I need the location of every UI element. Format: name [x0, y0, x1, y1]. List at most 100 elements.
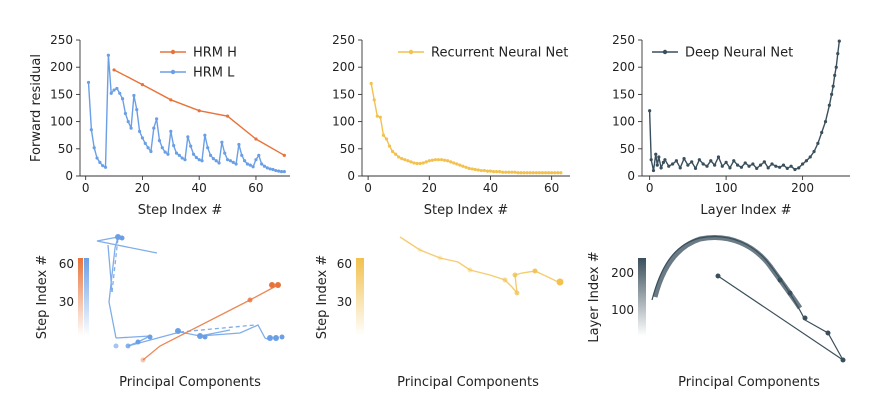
pca-point	[115, 234, 121, 240]
y-tick-label: 0	[347, 169, 355, 183]
pca-point	[825, 330, 831, 336]
data-point	[747, 164, 751, 168]
series-line-recurrent-neural-net	[370, 83, 561, 174]
data-point	[140, 136, 145, 140]
y-tick-label: 100	[50, 115, 73, 129]
pca-point	[802, 315, 808, 321]
data-point	[724, 160, 728, 164]
data-point	[837, 39, 841, 43]
data-point	[152, 126, 156, 130]
data-point	[418, 161, 422, 166]
data-point	[686, 163, 690, 167]
data-point	[390, 149, 395, 154]
data-point	[701, 162, 705, 166]
data-point	[412, 161, 416, 165]
data-point	[274, 168, 278, 173]
y-tick-label: 150	[612, 87, 635, 101]
data-point	[220, 140, 224, 144]
data-point	[657, 155, 661, 159]
data-point	[242, 159, 247, 163]
x-tick-label: 0	[82, 181, 90, 195]
pca-path-dnn-thick	[652, 235, 803, 310]
chart-hrm-pca: 30 60 Step Index # Principal Components	[35, 234, 285, 390]
data-point	[654, 152, 658, 156]
data-point	[225, 114, 230, 118]
data-point	[155, 117, 159, 121]
data-point	[491, 170, 496, 174]
data-point	[648, 109, 652, 113]
data-point	[400, 156, 404, 161]
data-point	[827, 103, 831, 107]
data-point	[762, 160, 766, 164]
data-point	[531, 171, 535, 175]
data-point	[455, 162, 459, 166]
data-point	[120, 97, 125, 101]
pca-points-dnn	[715, 273, 846, 363]
data-point	[381, 133, 386, 137]
data-point	[682, 156, 686, 161]
x-tick-label: 100	[715, 181, 738, 195]
pca-point	[125, 343, 131, 349]
data-point	[804, 159, 809, 163]
chart-rnn-residual: 0 50 100 150 200 250 0 20 40 60 Recurrent Neural …	[332, 33, 570, 218]
x-tick-label: 20	[422, 181, 437, 195]
x-tick-label: 20	[135, 181, 150, 195]
data-point	[189, 144, 193, 148]
legend-label: Recurrent Neural Net	[431, 46, 568, 61]
y-tick-label: 250	[612, 33, 635, 47]
data-point	[766, 166, 770, 170]
pca-point	[273, 335, 279, 341]
data-point	[248, 163, 252, 167]
data-point	[427, 159, 431, 163]
data-point	[797, 166, 801, 170]
chart-hrm-ylabel: Forward residual	[29, 54, 44, 162]
pca-path-hrm-l-dashed	[111, 237, 256, 333]
data-point	[208, 153, 213, 157]
data-point	[240, 153, 244, 157]
data-point	[262, 164, 267, 168]
chart-hrm-marks	[86, 53, 286, 174]
data-point	[482, 168, 486, 173]
data-point	[781, 163, 786, 167]
pca-points-hrm-h	[140, 282, 281, 363]
data-point	[556, 171, 560, 175]
data-point	[739, 165, 744, 169]
colorbar-dnn	[638, 258, 646, 336]
data-point	[406, 159, 410, 163]
data-point	[103, 165, 108, 169]
data-point	[655, 163, 659, 167]
data-point	[231, 160, 235, 164]
data-point	[525, 171, 529, 175]
data-point	[115, 86, 119, 91]
data-point	[678, 166, 682, 170]
data-point	[709, 159, 713, 163]
pca-point	[556, 278, 564, 286]
chart-rnn-pca: 30 60 Step Index # Principal Components	[315, 236, 564, 390]
data-point	[169, 129, 173, 133]
pca-point	[113, 343, 119, 349]
legend-label: HRM H	[193, 46, 237, 61]
data-point	[452, 161, 456, 165]
chart-rnn-axes: 0 50 100 150 200 250 0 20 40 60	[332, 33, 570, 195]
data-point	[470, 167, 474, 171]
pca-points-hrm-l	[113, 234, 285, 349]
chart-hrm-legend: HRM H HRM L	[160, 46, 237, 81]
data-point	[510, 170, 514, 174]
x-tick-label: 60	[248, 181, 263, 195]
data-point	[214, 159, 218, 163]
y-tick-label: 0	[65, 169, 73, 183]
data-point	[732, 159, 736, 163]
chart-hrm-axes: 0 50 100 150 200 250 0 20 40 60	[50, 33, 290, 195]
pca-path-hrm-h	[142, 284, 279, 361]
data-point	[770, 162, 774, 166]
chart-dnn-legend: Deep Neural Net	[652, 46, 793, 61]
data-point	[369, 81, 373, 86]
pca-point	[512, 272, 518, 278]
data-point	[200, 159, 204, 163]
data-point	[86, 80, 91, 85]
y-tick-label: 50	[58, 142, 73, 156]
data-point	[507, 170, 511, 174]
y-tick-label: 100	[332, 115, 355, 129]
pca-point	[175, 328, 181, 334]
colorbar-tick: 200	[611, 266, 634, 280]
